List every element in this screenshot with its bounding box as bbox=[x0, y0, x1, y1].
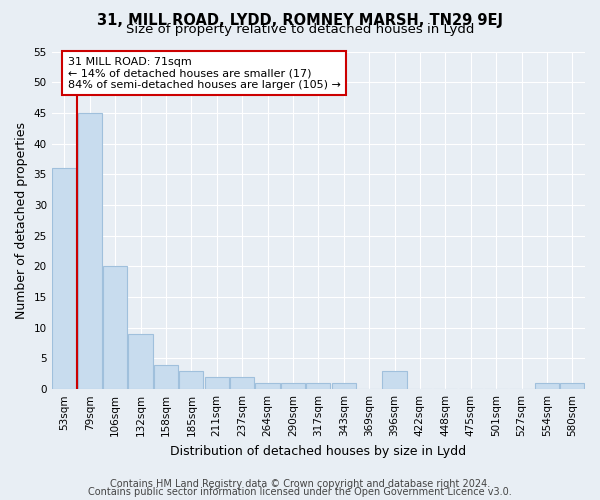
Bar bbox=[306, 383, 331, 389]
Bar bbox=[52, 168, 76, 389]
Bar bbox=[281, 383, 305, 389]
Text: Contains HM Land Registry data © Crown copyright and database right 2024.: Contains HM Land Registry data © Crown c… bbox=[110, 479, 490, 489]
Bar bbox=[179, 371, 203, 389]
Text: 31, MILL ROAD, LYDD, ROMNEY MARSH, TN29 9EJ: 31, MILL ROAD, LYDD, ROMNEY MARSH, TN29 … bbox=[97, 12, 503, 28]
Bar bbox=[128, 334, 152, 389]
Bar bbox=[535, 383, 559, 389]
X-axis label: Distribution of detached houses by size in Lydd: Distribution of detached houses by size … bbox=[170, 444, 466, 458]
Text: Contains public sector information licensed under the Open Government Licence v3: Contains public sector information licen… bbox=[88, 487, 512, 497]
Bar bbox=[77, 113, 102, 389]
Bar bbox=[332, 383, 356, 389]
Y-axis label: Number of detached properties: Number of detached properties bbox=[15, 122, 28, 319]
Bar bbox=[560, 383, 584, 389]
Text: Size of property relative to detached houses in Lydd: Size of property relative to detached ho… bbox=[126, 22, 474, 36]
Bar bbox=[230, 377, 254, 389]
Bar bbox=[382, 371, 407, 389]
Bar bbox=[103, 266, 127, 389]
Bar bbox=[154, 364, 178, 389]
Bar bbox=[205, 377, 229, 389]
Text: 31 MILL ROAD: 71sqm
← 14% of detached houses are smaller (17)
84% of semi-detach: 31 MILL ROAD: 71sqm ← 14% of detached ho… bbox=[68, 56, 341, 90]
Bar bbox=[256, 383, 280, 389]
